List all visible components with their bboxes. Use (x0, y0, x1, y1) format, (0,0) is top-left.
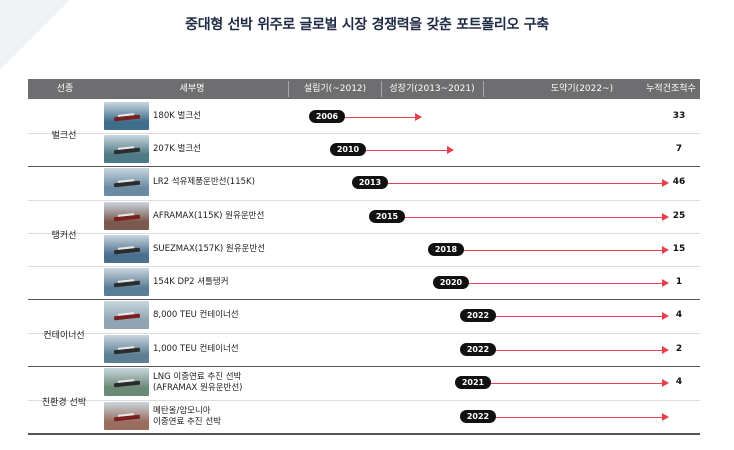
timeline-arrow-icon (662, 213, 669, 221)
group-divider (28, 299, 700, 300)
row-label: 8,000 TEU 컨테이너선 (153, 309, 239, 320)
timeline-arrow-icon (662, 312, 669, 320)
row-label: LNG 이중연료 추진 선박 (AFRAMAX 원유운반선) (153, 372, 243, 394)
timeline-arrow-icon (662, 279, 669, 287)
row-label: 1,000 TEU 컨테이너선 (153, 343, 239, 354)
year-pill: 2020 (433, 276, 469, 289)
header-separator (288, 81, 289, 97)
timeline-line (451, 282, 662, 284)
cumulative-count: 4 (675, 376, 683, 387)
ship-thumbnail (104, 335, 149, 363)
row-label: 180K 벌크선 (153, 110, 201, 121)
timeline-line (478, 416, 662, 418)
cumulative-count: 1 (675, 276, 683, 287)
row-label: AFRAMAX(115K) 원유운반선 (153, 210, 265, 221)
header-type: 선종 (56, 84, 74, 94)
timeline-line (370, 182, 662, 184)
header-separator (381, 81, 382, 97)
row-label: LR2 석유제품운반선(115K) (153, 176, 255, 187)
group-label-eco: 친환경 선박 (41, 398, 87, 408)
row-divider (28, 266, 700, 267)
row-label-line1: LNG 이중연료 추진 선박 (153, 371, 242, 382)
header-detail: 세부명 (179, 84, 205, 94)
ship-thumbnail (104, 402, 149, 430)
group-label-container: 컨테이너선 (43, 331, 85, 341)
table-header: 선종 세부명 설립기(~2012) 성장기(2013~2021) 도약기(202… (28, 79, 700, 99)
cumulative-count: 46 (672, 176, 686, 187)
timeline-arrow-icon (662, 179, 669, 187)
cumulative-count: 33 (672, 110, 686, 121)
timeline-line (473, 382, 662, 384)
timeline-line (348, 149, 447, 151)
ship-thumbnail (104, 168, 149, 196)
timeline-arrow-icon (662, 379, 669, 387)
timeline-line (478, 349, 662, 351)
header-separator (483, 81, 484, 97)
group-label-bulk: 벌크선 (51, 131, 77, 141)
timeline-arrow-icon (447, 146, 454, 154)
year-pill: 2022 (460, 410, 496, 423)
timeline-arrow-icon (415, 113, 422, 121)
page-title: 중대형 선박 위주로 글로벌 시장 경쟁력을 갖춘 포트폴리오 구축 (185, 17, 549, 33)
table-bottom-border (28, 433, 700, 435)
cumulative-count: 15 (672, 243, 686, 254)
row-label-line2: (AFRAMAX 원유운반선) (153, 382, 243, 393)
row-label-line2: 이중연료 추진 선박 (153, 416, 221, 427)
timeline-arrow-icon (662, 246, 669, 254)
ship-thumbnail (104, 235, 149, 263)
timeline-line (387, 216, 662, 218)
year-pill: 2010 (330, 143, 366, 156)
cumulative-count: 7 (675, 143, 683, 154)
header-count: 누적건조척수 (646, 84, 696, 94)
timeline-line (446, 249, 662, 251)
row-label: 207K 벌크선 (153, 143, 201, 154)
cumulative-count: 4 (675, 309, 683, 320)
timeline-line (327, 116, 415, 118)
header-phase1: 설립기(~2012) (303, 84, 367, 94)
year-pill: 2021 (455, 376, 491, 389)
row-divider (28, 400, 700, 401)
cumulative-count: 25 (672, 210, 686, 221)
ship-thumbnail (104, 102, 149, 130)
timeline-arrow-icon (662, 413, 669, 421)
year-pill: 2015 (369, 210, 405, 223)
group-divider (28, 366, 700, 367)
header-phase3: 도약기(2022~) (550, 84, 614, 94)
timeline-line (478, 315, 662, 317)
timeline-arrow-icon (662, 346, 669, 354)
year-pill: 2006 (309, 110, 345, 123)
group-label-tanker: 탱커선 (51, 231, 77, 241)
row-divider (28, 133, 700, 134)
ship-thumbnail (104, 368, 149, 396)
ship-thumbnail (104, 202, 149, 230)
row-label: SUEZMAX(157K) 원유운반선 (153, 243, 266, 254)
header-phase2: 성장기(2013~2021) (389, 84, 475, 94)
cumulative-count: 2 (675, 343, 683, 354)
ship-thumbnail (104, 301, 149, 329)
corner-decoration (0, 0, 70, 70)
group-divider (28, 166, 700, 167)
row-divider (28, 200, 700, 201)
year-pill: 2022 (460, 343, 496, 356)
row-divider (28, 333, 700, 334)
row-label: 154K DP2 셔틀탱커 (153, 276, 229, 287)
year-pill: 2022 (460, 309, 496, 322)
ship-thumbnail (104, 135, 149, 163)
year-pill: 2018 (428, 243, 464, 256)
row-label: 메탄올/암모니아 이중연료 추진 선박 (153, 406, 221, 428)
ship-thumbnail (104, 268, 149, 296)
year-pill: 2013 (352, 176, 388, 189)
row-divider (28, 233, 700, 234)
row-label-line1: 메탄올/암모니아 (153, 405, 211, 416)
